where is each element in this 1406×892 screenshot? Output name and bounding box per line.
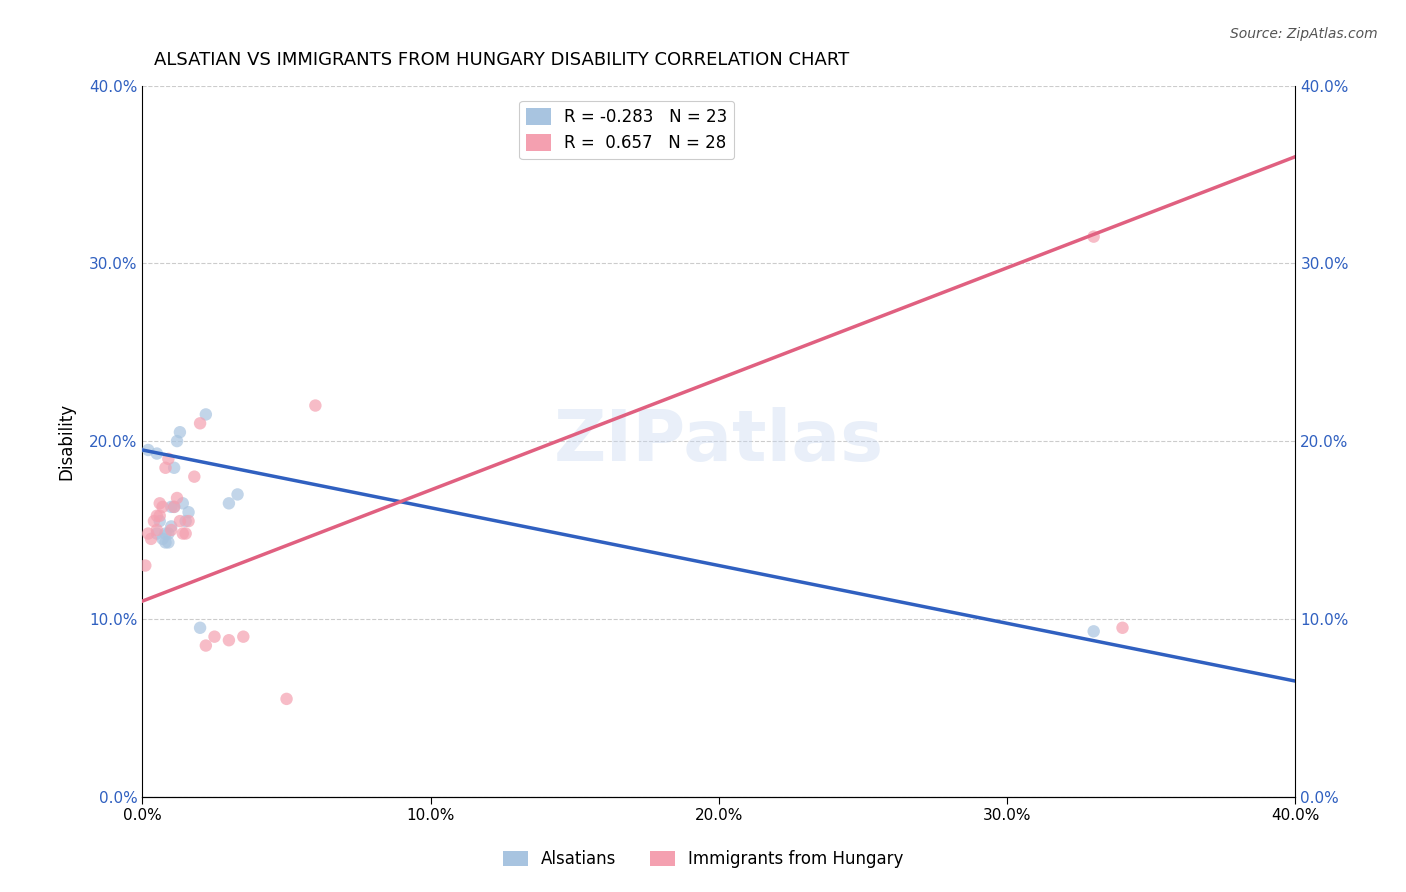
Point — [136, 526, 159, 541]
Point — [177, 514, 200, 528]
Point — [160, 519, 183, 533]
Text: ZIPatlas: ZIPatlas — [554, 407, 884, 475]
Text: ALSATIAN VS IMMIGRANTS FROM HUNGARY DISABILITY CORRELATION CHART: ALSATIAN VS IMMIGRANTS FROM HUNGARY DISA… — [155, 51, 849, 69]
Point — [155, 526, 177, 541]
Point — [139, 532, 162, 546]
Text: Source: ZipAtlas.com: Source: ZipAtlas.com — [1230, 27, 1378, 41]
Point — [160, 500, 183, 514]
Point — [155, 460, 177, 475]
Point — [177, 505, 200, 519]
Point — [174, 514, 197, 528]
Point — [146, 446, 169, 460]
Point — [1083, 624, 1105, 639]
Point — [1111, 621, 1133, 635]
Point — [149, 496, 172, 510]
Point — [194, 408, 217, 422]
Point — [169, 425, 191, 440]
Point — [188, 621, 211, 635]
Point — [152, 532, 174, 546]
Point — [276, 692, 298, 706]
Point — [226, 487, 249, 501]
Point — [152, 500, 174, 514]
Point — [194, 639, 217, 653]
Point — [166, 434, 188, 448]
Point — [1083, 229, 1105, 244]
Point — [149, 514, 172, 528]
Point — [155, 535, 177, 549]
Point — [157, 451, 180, 466]
Point — [134, 558, 156, 573]
Point — [149, 508, 172, 523]
Point — [157, 526, 180, 541]
Point — [188, 417, 211, 431]
Point — [163, 500, 186, 514]
Legend: R = -0.283   N = 23, R =  0.657   N = 28: R = -0.283 N = 23, R = 0.657 N = 28 — [519, 101, 734, 159]
Point — [163, 460, 186, 475]
Point — [218, 496, 240, 510]
Point — [172, 526, 194, 541]
Point — [232, 630, 254, 644]
Point — [174, 526, 197, 541]
Point — [146, 526, 169, 541]
Point — [218, 633, 240, 648]
Point — [157, 535, 180, 549]
Point — [146, 523, 169, 537]
Point — [166, 491, 188, 505]
Point — [169, 514, 191, 528]
Point — [183, 469, 205, 483]
Point — [136, 442, 159, 457]
Point — [146, 508, 169, 523]
Legend: Alsatians, Immigrants from Hungary: Alsatians, Immigrants from Hungary — [496, 844, 910, 875]
Y-axis label: Disability: Disability — [58, 402, 75, 480]
Point — [163, 500, 186, 514]
Point — [304, 399, 326, 413]
Point — [160, 523, 183, 537]
Point — [204, 630, 226, 644]
Point — [172, 496, 194, 510]
Point — [143, 514, 166, 528]
